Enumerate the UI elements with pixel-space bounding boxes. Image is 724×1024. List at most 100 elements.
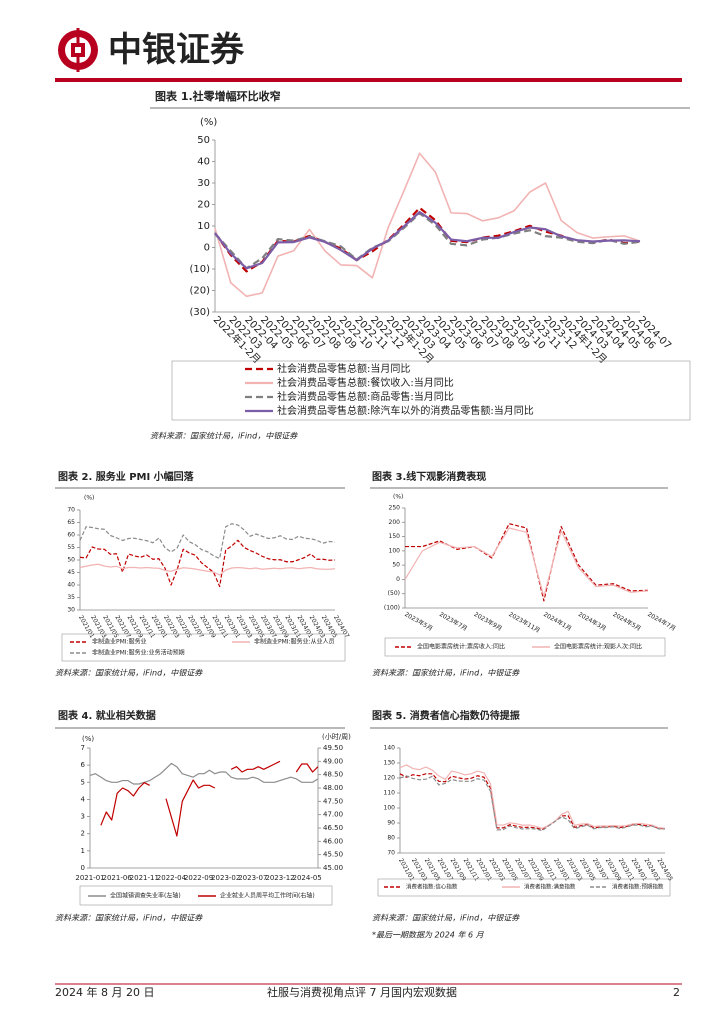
legend-box	[377, 878, 671, 897]
y-tick-label: 70	[67, 507, 75, 514]
y2-tick-label: 49.50	[323, 744, 343, 752]
x-tick-label: 2023-12	[265, 874, 294, 882]
series-line	[79, 523, 336, 560]
y-tick-label: 20	[197, 200, 210, 211]
source: 资料来源：国家统计局，iFind，中银证券	[150, 432, 298, 441]
legend-label: 企业就业人员周平均工作时间(右轴)	[220, 892, 315, 900]
y-tick-label: 80	[387, 835, 395, 842]
y-tick-label: 50	[197, 135, 210, 146]
x-tick-label: 2023年7月	[438, 610, 469, 632]
legend-label: 社会消费品零售总额:除汽车以外的消费品零售额:当月同比	[277, 404, 534, 417]
y2-tick-label: 48.00	[323, 784, 343, 792]
x-tick-label: 2024年1月	[542, 610, 573, 632]
note: *最后一期数据为 2024 年 6 月	[372, 931, 485, 940]
y-tick-label: 90	[387, 820, 395, 827]
y-tick-label: 3	[81, 813, 85, 821]
series-line	[214, 152, 641, 298]
x-tick-label: 2021-01	[75, 874, 104, 882]
legend-label: 全国城镇调查失业率(左轴)	[110, 892, 181, 900]
series-line	[399, 764, 666, 829]
x-tick-label: 2023-07	[238, 874, 267, 882]
y-tick-label: 250	[389, 505, 401, 512]
y-tick-label: 60	[67, 532, 75, 539]
legend-label: 社会消费品零售总额:商品零售:当月同比	[277, 390, 454, 403]
y2-tick-label: 45.50	[323, 851, 343, 859]
y-tick-label: 30	[197, 178, 210, 189]
x-tick-label: 2022-09	[184, 874, 213, 882]
legend-label: 社会消费品零售总额:餐饮收入:当月同比	[277, 376, 454, 389]
y-tick-label: (30)	[189, 307, 210, 318]
y-unit: (%)	[393, 494, 403, 501]
series-line	[214, 212, 641, 270]
y2-tick-label: 48.50	[323, 771, 343, 779]
y-unit: (%)	[82, 735, 94, 743]
series-line	[214, 210, 641, 270]
logo-bar-top	[76, 28, 80, 43]
y-tick-label: 1	[81, 847, 85, 855]
series-line	[399, 773, 666, 831]
figure-title: 图表 5. 消费者信心指数仍待提振	[372, 709, 520, 722]
y-tick-label: 65	[67, 519, 75, 526]
y-tick-label: 40	[197, 157, 210, 168]
source: 资料来源：国家统计局，iFind，中银证券	[55, 669, 203, 678]
x-tick-label: 2023-02	[211, 874, 240, 882]
chart: 图表 2. 服务业 PMI 小幅回落(%)3035404550556065702…	[55, 470, 351, 678]
source: 资料来源：国家统计局，iFind，中银证券	[55, 914, 203, 923]
y-tick-label: (10)	[189, 264, 210, 275]
y-tick-label: (50)	[388, 590, 400, 597]
legend-box	[171, 360, 691, 421]
y2-tick-label: 47.00	[323, 811, 343, 819]
source: 资料来源：国家统计局，iFind，中银证券	[372, 669, 520, 678]
series-line	[405, 523, 649, 602]
y-tick-label: 0	[396, 576, 400, 583]
y-tick-label: 35	[67, 594, 75, 601]
series-line	[404, 527, 649, 598]
logo-hole	[75, 47, 81, 53]
y2-tick-label: 46.50	[323, 824, 343, 832]
y-tick-label: 7	[81, 744, 85, 752]
chart: 图表 3.线下观影消费表现 (%) (100) (50) 0 50 100 150 200 250…	[370, 470, 677, 678]
legend-box	[61, 633, 346, 662]
x-tick-label: 2024年5月	[612, 610, 643, 632]
y-tick-label: 100	[384, 805, 396, 812]
legend-label: 非制造业PMI:服务业:业务活动预期	[92, 649, 185, 657]
y2-tick-label: 45.00	[323, 864, 343, 872]
y-tick-label: 5	[81, 778, 85, 786]
x-tick-label: 2023年9月	[473, 610, 504, 632]
y-tick-label: 45	[67, 569, 75, 576]
footer-title: 社服与消费视角点评 7 月国内宏观数据	[267, 985, 457, 999]
y-tick-label: (100)	[384, 605, 400, 612]
figure-title: 图表 2. 服务业 PMI 小幅回落	[58, 470, 195, 483]
figure-title: 图表 4. 就业相关数据	[58, 709, 156, 722]
y-tick-label: 4	[81, 795, 86, 803]
legend-label: 消费者指数:预期指数	[612, 883, 664, 891]
legend-box	[79, 885, 333, 906]
y-tick-label: 6	[81, 761, 86, 769]
x-tick-label: 2021-11	[130, 874, 159, 882]
figure-title: 图表 1.社零增幅环比收窄	[155, 89, 281, 103]
figure-title: 图表 3.线下观影消费表现	[372, 470, 486, 483]
y-tick-label: 120	[384, 775, 396, 782]
legend-box	[384, 637, 666, 657]
x-tick-label: 2024年3月	[577, 610, 608, 632]
legend-label: 全国电影票房统计:票房收入:同比	[417, 643, 505, 651]
logo-bar-bottom	[76, 57, 80, 72]
y-tick-label: 2	[81, 830, 85, 838]
x-tick-label: 2023年5月	[403, 610, 434, 632]
x-tick-label: 2024年7月	[646, 610, 677, 632]
y-tick-label: 140	[384, 745, 396, 752]
chart: 图表 1.社零增幅环比收窄(%)(30)(20)(10)010203040502…	[150, 89, 691, 441]
logo	[58, 28, 98, 72]
legend-label: 消费者指数:信心指数	[406, 883, 458, 891]
y2-tick-label: 47.50	[323, 797, 343, 805]
y-tick-label: 110	[384, 790, 396, 797]
x-tick-label: 2022-04	[157, 874, 187, 882]
source: 资料来源：国家统计局，iFind，中银证券	[372, 914, 520, 923]
series-line	[79, 563, 336, 576]
y-tick-label: 100	[389, 547, 401, 554]
y-tick-label: 50	[392, 562, 400, 569]
y2-tick-label: 49.00	[323, 757, 343, 765]
footer-date: 2024 年 8 月 20 日	[55, 985, 154, 999]
y-unit: (%)	[84, 495, 94, 502]
